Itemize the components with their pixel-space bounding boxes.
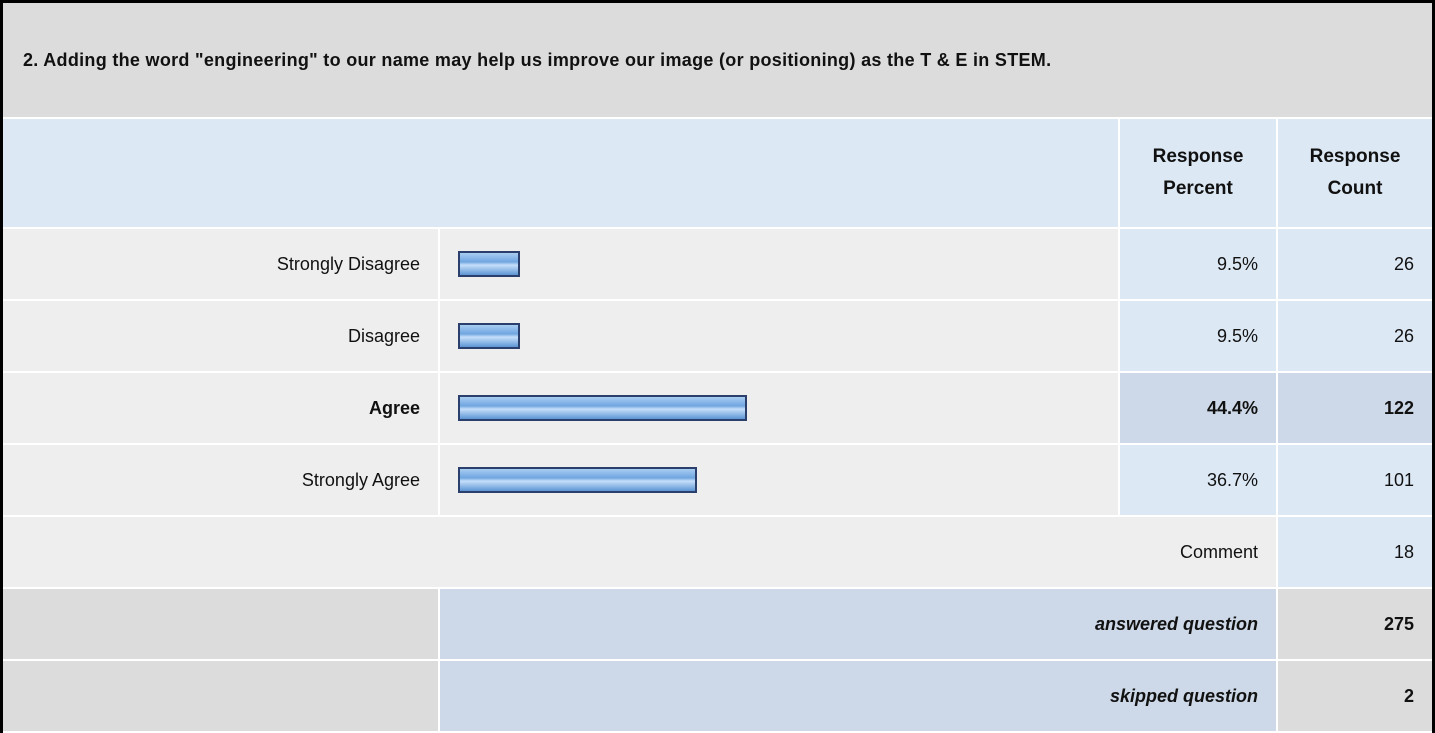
bar: [458, 467, 697, 493]
summary-row: answered question 275: [3, 589, 1433, 659]
answer-label: Disagree: [3, 301, 440, 371]
comment-count: 18: [1278, 517, 1433, 587]
summary-blank: [3, 589, 440, 659]
header-count: Response Count: [1278, 119, 1433, 227]
answer-label: Strongly Disagree: [3, 229, 440, 299]
comment-label: Comment: [3, 517, 1278, 587]
bar: [458, 323, 520, 349]
answer-label: Strongly Agree: [3, 445, 440, 515]
response-percent: 44.4%: [1120, 373, 1278, 443]
response-count: 26: [1278, 229, 1433, 299]
header-percent: Response Percent: [1120, 119, 1278, 227]
answer-row: Strongly Disagree 9.5% 26: [3, 229, 1433, 299]
summary-blank: [3, 661, 440, 731]
summary-count: 275: [1278, 589, 1433, 659]
question-title: 2. Adding the word "engineering" to our …: [3, 3, 1433, 117]
response-count: 122: [1278, 373, 1433, 443]
answer-label: Agree: [3, 373, 440, 443]
bar: [458, 395, 747, 421]
bar: [458, 251, 520, 277]
answer-row: Strongly Agree 36.7% 101: [3, 445, 1433, 515]
response-count: 26: [1278, 301, 1433, 371]
comment-row: Comment 18: [3, 517, 1433, 587]
response-percent: 36.7%: [1120, 445, 1278, 515]
results-table: 2. Adding the word "engineering" to our …: [3, 1, 1433, 733]
answer-row: Disagree 9.5% 26: [3, 301, 1433, 371]
bar-cell: [440, 373, 1120, 443]
summary-label: answered question: [440, 589, 1278, 659]
answer-row: Agree 44.4% 122: [3, 373, 1433, 443]
header-blank: [3, 119, 1120, 227]
summary-count: 2: [1278, 661, 1433, 731]
response-percent: 9.5%: [1120, 301, 1278, 371]
response-count: 101: [1278, 445, 1433, 515]
bar-cell: [440, 301, 1120, 371]
summary-row: skipped question 2: [3, 661, 1433, 731]
summary-label: skipped question: [440, 661, 1278, 731]
bar-cell: [440, 229, 1120, 299]
response-percent: 9.5%: [1120, 229, 1278, 299]
bar-cell: [440, 445, 1120, 515]
